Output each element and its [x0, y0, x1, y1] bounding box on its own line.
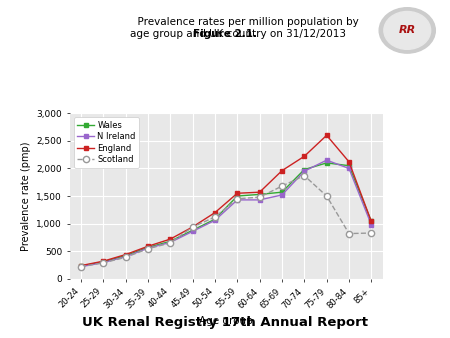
N Ireland	[346, 166, 352, 170]
Scotland	[190, 225, 195, 229]
England	[167, 237, 173, 241]
Wales	[190, 228, 195, 232]
N Ireland	[167, 240, 173, 244]
Wales	[324, 161, 329, 165]
England	[234, 191, 240, 195]
Scotland	[167, 241, 173, 245]
X-axis label: Age group: Age group	[199, 316, 253, 325]
Scotland	[279, 184, 285, 188]
Wales	[369, 219, 374, 223]
Wales	[167, 239, 173, 243]
Wales	[234, 194, 240, 198]
N Ireland	[234, 198, 240, 202]
England	[100, 259, 106, 263]
N Ireland	[279, 193, 285, 197]
Scotland	[257, 195, 262, 199]
Wales	[78, 264, 84, 268]
England	[369, 219, 374, 223]
Scotland	[324, 194, 329, 198]
Circle shape	[379, 8, 435, 53]
England	[346, 160, 352, 164]
England	[257, 190, 262, 194]
Scotland	[369, 231, 374, 235]
Text: Figure 2.1.: Figure 2.1.	[193, 29, 257, 39]
Scotland	[78, 265, 84, 269]
N Ireland	[369, 223, 374, 227]
N Ireland	[257, 198, 262, 202]
Wales	[123, 254, 128, 258]
N Ireland	[145, 246, 151, 250]
Text: UK Renal Registry 17th Annual Report: UK Renal Registry 17th Annual Report	[82, 316, 368, 329]
England	[302, 154, 307, 158]
N Ireland	[100, 261, 106, 265]
Scotland	[234, 197, 240, 201]
Line: Wales: Wales	[78, 161, 374, 269]
Legend: Wales, N Ireland, England, Scotland: Wales, N Ireland, England, Scotland	[74, 117, 139, 168]
N Ireland	[190, 230, 195, 234]
Y-axis label: Prevalence rate (pmp): Prevalence rate (pmp)	[21, 141, 31, 251]
Scotland	[212, 215, 218, 219]
Line: N Ireland: N Ireland	[78, 158, 374, 269]
N Ireland	[324, 158, 329, 162]
Scotland	[100, 261, 106, 265]
Wales	[346, 164, 352, 168]
Scotland	[346, 232, 352, 236]
Wales	[279, 190, 285, 194]
Line: Scotland: Scotland	[78, 172, 374, 270]
Wales	[100, 260, 106, 264]
Scotland	[302, 174, 307, 178]
Text: Prevalence rates per million population by
        age group and UK country on 3: Prevalence rates per million population …	[92, 17, 358, 39]
N Ireland	[302, 169, 307, 173]
Scotland	[145, 247, 151, 251]
England	[123, 252, 128, 257]
Wales	[145, 245, 151, 249]
England	[212, 211, 218, 215]
England	[324, 133, 329, 137]
England	[190, 225, 195, 229]
Wales	[257, 192, 262, 196]
N Ireland	[123, 255, 128, 259]
England	[78, 264, 84, 268]
Text: RR: RR	[399, 25, 416, 35]
England	[279, 169, 285, 173]
N Ireland	[212, 218, 218, 222]
Circle shape	[384, 11, 431, 49]
Wales	[302, 168, 307, 172]
England	[145, 244, 151, 248]
Scotland	[123, 255, 128, 259]
N Ireland	[78, 265, 84, 269]
Line: England: England	[78, 133, 374, 268]
Wales	[212, 217, 218, 221]
